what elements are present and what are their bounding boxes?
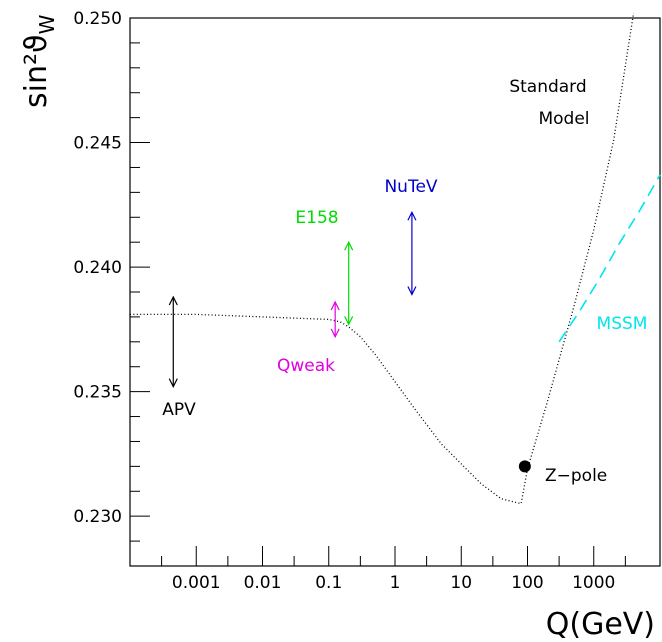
annotation-apv: APV [162,400,196,420]
arrow-head-up [344,240,354,251]
series-standard-model [130,12,635,505]
point-layer [518,460,531,473]
x-axis-title: Q(GeV) [546,607,655,642]
annotation-z-pole: Z−pole [545,466,607,486]
arrow-head-down [407,286,417,296]
annotation-standard: Standard [509,77,586,97]
arrow-head-up [330,300,340,311]
arrow-head-up [168,295,178,306]
annotation-nutev: NuTeV [384,177,437,197]
arrow-nutev [407,210,417,296]
x-tick-label: 100 [511,573,543,593]
arrow-layer [168,210,417,388]
axis-ticks: 0.230 0.235 0.240 0.245 0.250 0.001 0.01 0.1 1 10… [73,9,626,593]
x-tick-label: 0.1 [315,573,342,593]
annotation-mssm: MSSM [597,314,648,334]
arrow-head-up [407,210,417,221]
x-tick-label: 1 [390,573,401,593]
y-axis-title-sub: W [35,14,59,34]
arrow-head-down [168,378,178,388]
y-tick-label: 0.240 [73,258,122,278]
y-axis-title: sin²ϑW [19,14,59,108]
series-mssm [558,174,661,343]
y-tick-label: 0.235 [73,383,122,403]
x-tick-label: 10 [450,573,472,593]
label-layer: Standard Model MSSM E158 NuTeV Qweak APV Z−pole [162,77,647,486]
arrow-head-down [344,316,354,326]
arrow-qweak [330,300,340,339]
point-z-pole [518,460,531,473]
arrow-head-down [330,328,340,339]
x-tick-label: 0.001 [172,573,221,593]
annotation-e158: E158 [295,208,338,228]
y-tick-label: 0.250 [73,9,122,29]
y-tick-label: 0.230 [73,507,122,527]
x-tick-label: 1000 [572,573,615,593]
x-tick-label: 0.01 [244,573,282,593]
arrow-apv [168,295,178,388]
arrow-e158 [344,240,354,326]
annotation-qweak: Qweak [277,356,335,376]
y-tick-label: 0.245 [73,134,122,154]
y-axis-title-main: sin²ϑ [19,34,54,108]
annotation-model: Model [538,109,589,129]
series-layer [130,12,661,505]
